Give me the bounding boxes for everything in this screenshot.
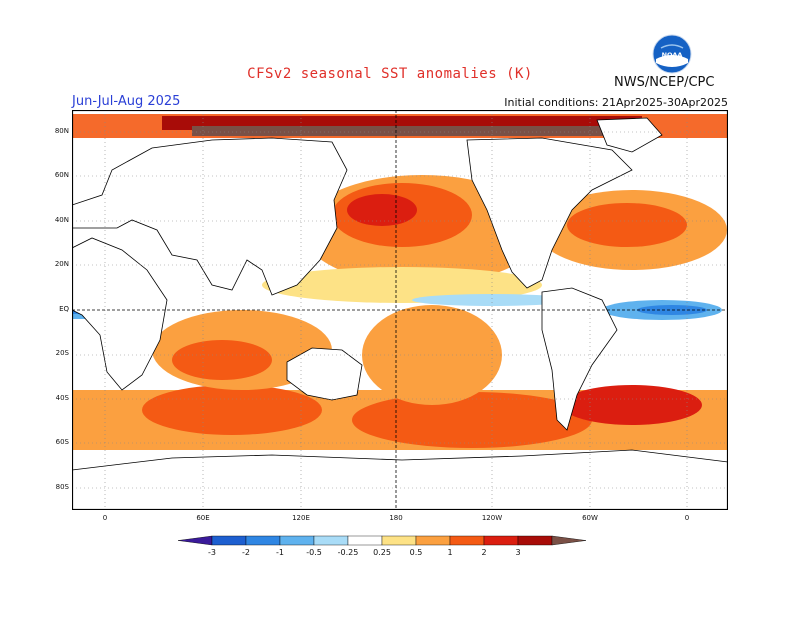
land (72, 117, 728, 510)
colorbar-segment (483, 535, 519, 546)
colorbar-label: 2 (481, 548, 486, 557)
logo-text: NOAA (662, 51, 683, 59)
lat-tick-label: 60S (55, 438, 69, 446)
colorbar-label: 0.5 (410, 548, 423, 557)
colorbar-segment (245, 535, 281, 546)
colorbar-segment (347, 535, 383, 546)
colorbar-segment (415, 535, 451, 546)
lat-tick-label: 80N (54, 127, 69, 135)
anomaly-field (72, 110, 728, 510)
lon-tick-label: 120E (292, 514, 310, 522)
colorbar-label: 0.25 (373, 548, 391, 557)
lat-tick-label: 20N (54, 260, 69, 268)
lat-tick-label: 60N (54, 171, 69, 179)
grid (72, 110, 728, 510)
colorbar-segment (279, 535, 315, 546)
org-label: NWS/NCEP/CPC (614, 75, 715, 90)
map-frame (72, 110, 728, 510)
noaa-logo: NOAA (652, 34, 692, 74)
colorbar-label: 1 (447, 548, 452, 557)
colorbar-label: -3 (208, 548, 216, 557)
season-label: Jun-Jul-Aug 2025 (72, 94, 181, 109)
colorbar-segment (177, 535, 213, 546)
lat-tick-label: 20S (55, 349, 69, 357)
lat-tick-label: 80S (55, 483, 69, 491)
lon-tick-label: 60W (582, 514, 598, 522)
colorbar-segment (517, 535, 553, 546)
colorbar-label: -2 (242, 548, 250, 557)
sst-map (72, 110, 728, 510)
lon-tick-label: 0 (102, 514, 108, 522)
colorbar-segment (381, 535, 417, 546)
colorbar-label: -1 (276, 548, 284, 557)
lon-tick-label: 120W (481, 514, 503, 522)
reference-lines (72, 110, 728, 510)
chart-title: CFSv2 seasonal SST anomalies (K) (247, 66, 533, 82)
lon-tick-label: 180 (389, 514, 403, 522)
colorbar-label: -0.25 (338, 548, 359, 557)
colorbar-segment (211, 535, 247, 546)
colorbar-segment (313, 535, 349, 546)
lat-tick-label: EQ (59, 305, 69, 313)
colorbar-label: -0.5 (306, 548, 322, 557)
lon-tick-label: 60E (196, 514, 210, 522)
lon-tick-label: 0 (684, 514, 690, 522)
initial-conditions-label: Initial conditions: 21Apr2025-30Apr2025 (504, 96, 728, 109)
colorbar-segment (551, 535, 587, 546)
lat-tick-label: 40S (55, 394, 69, 402)
colorbar: -3 -2 -1 -0.5 -0.25 0.25 0.5 1 2 3 (177, 535, 587, 557)
colorbar-label: 3 (515, 548, 520, 557)
colorbar-segment (449, 535, 485, 546)
lat-tick-label: 40N (54, 216, 69, 224)
